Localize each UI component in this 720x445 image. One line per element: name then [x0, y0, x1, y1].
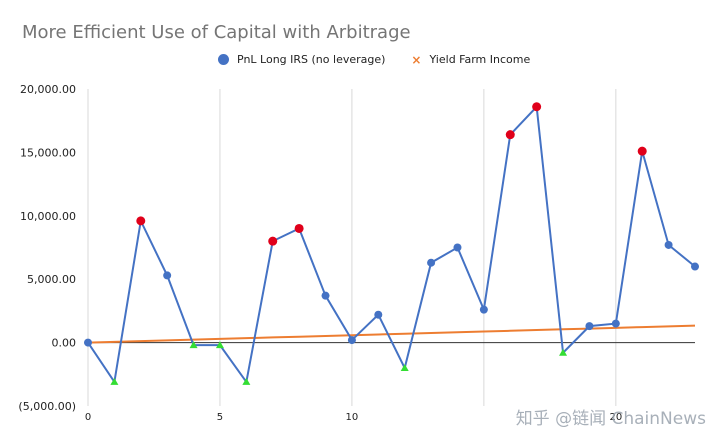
data-point-pnl	[427, 258, 436, 267]
legend-label-pnl: PnL Long IRS (no leverage)	[237, 53, 386, 66]
data-point-pnl	[347, 336, 356, 345]
data-point-pnl	[321, 291, 330, 300]
watermark: 知乎 @链闻 ChainNews	[515, 409, 706, 429]
data-point-trough	[400, 363, 409, 371]
data-point-pnl	[585, 322, 594, 331]
y-tick-label: 20,000.00	[20, 83, 76, 96]
data-point-peak	[532, 102, 542, 112]
y-tick-label: (5,000.00)	[18, 400, 76, 413]
x-tick-label: 20	[609, 412, 622, 423]
data-point-peak	[294, 223, 304, 233]
data-point-pnl	[163, 271, 172, 280]
y-tick-label: 0.00	[52, 337, 77, 350]
data-point-pnl	[479, 305, 488, 314]
x-tick-label: 10	[346, 412, 359, 423]
y-tick-label: 15,000.00	[20, 146, 76, 159]
series-line-pnl	[87, 104, 696, 385]
data-point-trough	[242, 377, 251, 385]
data-point-pnl	[374, 310, 383, 319]
data-point-trough	[110, 377, 119, 385]
y-tick-label: 5,000.00	[27, 273, 76, 286]
legend-item-yield: × Yield Farm Income	[411, 53, 530, 66]
data-point-pnl	[84, 338, 92, 347]
data-point-peak	[136, 216, 146, 226]
x-tick-label: 5	[217, 412, 223, 423]
data-point-pnl	[691, 262, 699, 271]
data-point-pnl	[664, 240, 673, 249]
x-tick-label: 0	[85, 412, 91, 423]
legend-marker-yield: ×	[411, 52, 422, 67]
data-point-pnl	[611, 319, 620, 328]
data-point-peak	[505, 130, 515, 140]
chart-legend: PnL Long IRS (no leverage) × Yield Farm …	[218, 53, 530, 66]
data-point-trough	[215, 341, 224, 349]
y-tick-label: 10,000.00	[20, 210, 76, 223]
data-point-trough	[189, 341, 198, 349]
data-point-peak	[637, 146, 647, 156]
legend-label-yield: Yield Farm Income	[429, 53, 531, 66]
legend-item-pnl: PnL Long IRS (no leverage)	[218, 53, 385, 66]
chart-title: More Efficient Use of Capital with Arbit…	[22, 22, 411, 43]
data-point-trough	[559, 348, 568, 356]
data-point-pnl	[453, 243, 462, 252]
series-line-yield-farm-income	[87, 324, 696, 344]
legend-marker-pnl	[218, 54, 229, 65]
data-point-peak	[268, 236, 278, 246]
